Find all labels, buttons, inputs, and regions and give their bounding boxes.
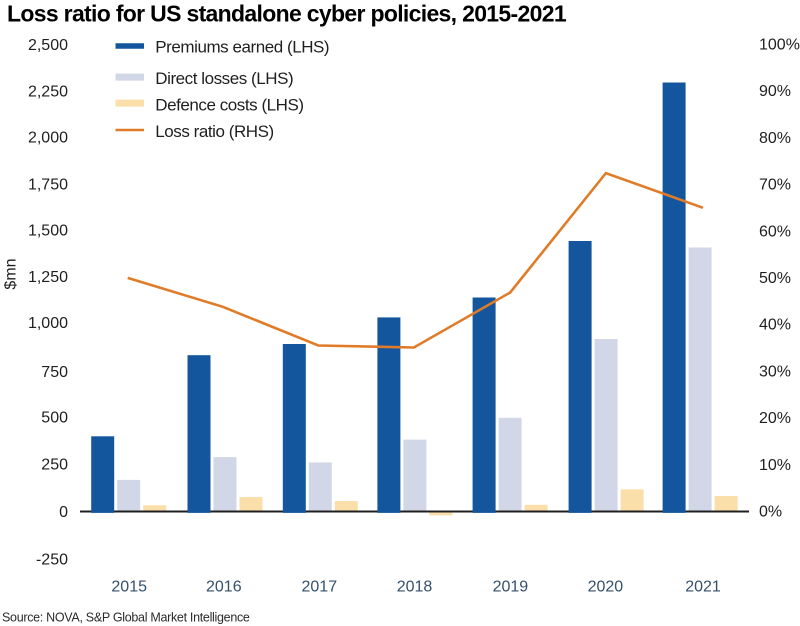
- svg-text:0%: 0%: [759, 504, 782, 521]
- svg-text:60%: 60%: [759, 223, 791, 240]
- svg-text:1,250: 1,250: [28, 269, 68, 286]
- svg-text:500: 500: [41, 410, 68, 427]
- svg-text:1,500: 1,500: [28, 223, 68, 240]
- svg-text:20%: 20%: [759, 410, 791, 427]
- svg-text:2016: 2016: [206, 579, 242, 596]
- svg-text:2,500: 2,500: [28, 37, 68, 54]
- svg-text:2,000: 2,000: [28, 130, 68, 147]
- svg-text:Loss ratio for US standalone c: Loss ratio for US standalone cyber polic…: [7, 1, 567, 27]
- svg-text:2020: 2020: [588, 579, 624, 596]
- svg-text:2017: 2017: [302, 579, 338, 596]
- svg-text:Source: NOVA, S&P Global Marke: Source: NOVA, S&P Global Market Intellig…: [2, 610, 250, 624]
- svg-text:2019: 2019: [493, 579, 529, 596]
- svg-text:80%: 80%: [759, 130, 791, 147]
- svg-text:Premiums earned (LHS): Premiums earned (LHS): [155, 38, 329, 57]
- svg-text:-250: -250: [36, 551, 68, 568]
- svg-text:1,000: 1,000: [28, 315, 68, 332]
- svg-text:30%: 30%: [759, 363, 791, 380]
- svg-text:2015: 2015: [111, 579, 147, 596]
- svg-text:2,250: 2,250: [28, 83, 68, 100]
- svg-text:2021: 2021: [685, 579, 721, 596]
- svg-text:2018: 2018: [397, 579, 433, 596]
- svg-text:50%: 50%: [759, 270, 791, 287]
- svg-text:750: 750: [41, 364, 68, 381]
- svg-text:100%: 100%: [759, 36, 800, 53]
- svg-text:90%: 90%: [759, 83, 791, 100]
- svg-text:40%: 40%: [759, 317, 791, 334]
- svg-text:1,750: 1,750: [28, 177, 68, 194]
- svg-text:70%: 70%: [759, 177, 791, 194]
- svg-text:Direct losses (LHS): Direct losses (LHS): [155, 69, 293, 88]
- svg-text:250: 250: [41, 457, 68, 474]
- svg-text:10%: 10%: [759, 457, 791, 474]
- svg-text:Loss ratio (RHS): Loss ratio (RHS): [155, 122, 273, 141]
- svg-text:Defence costs (LHS): Defence costs (LHS): [155, 96, 303, 115]
- svg-text:0: 0: [59, 504, 68, 521]
- svg-text:$mn: $mn: [2, 258, 19, 289]
